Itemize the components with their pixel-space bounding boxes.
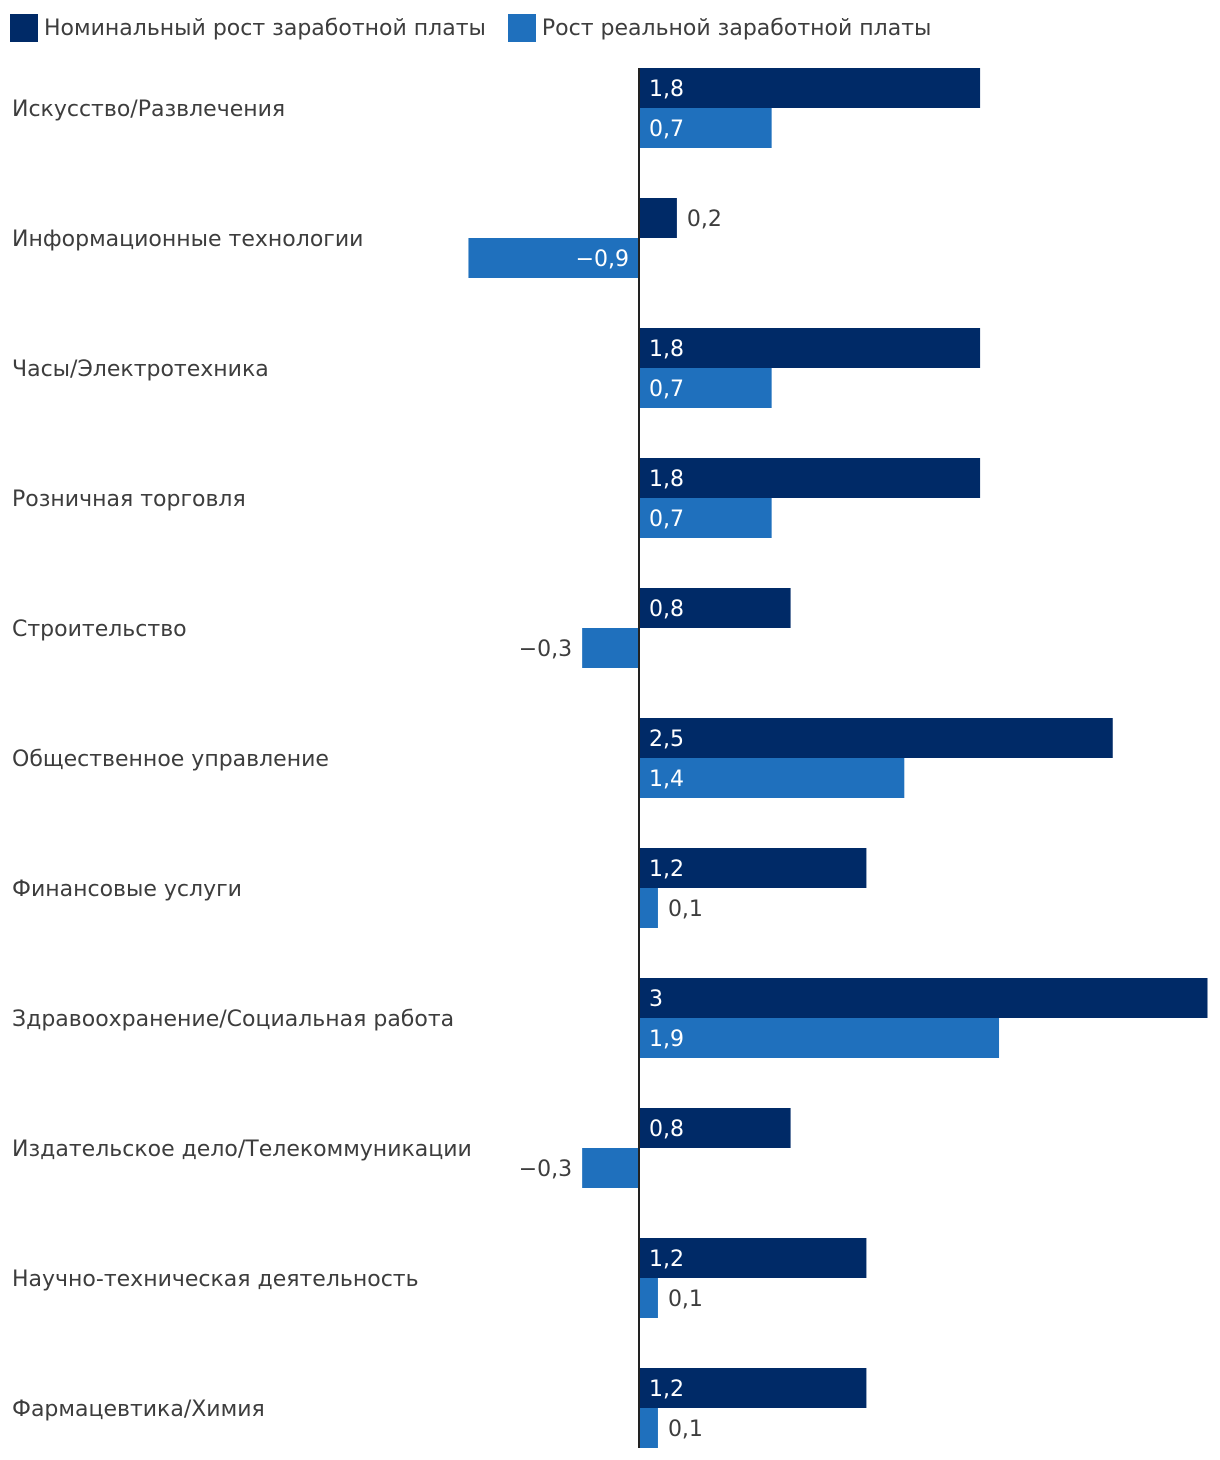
data-label: 1,4 (649, 767, 684, 792)
bar-nominal (639, 68, 981, 108)
data-label: 0,8 (649, 1117, 684, 1142)
bar-real (582, 1148, 639, 1188)
category-label: Научно-техническая деятельность (12, 1267, 419, 1292)
bar-real (639, 758, 905, 798)
bar-nominal (639, 458, 981, 498)
bar-nominal (639, 978, 1208, 1018)
bar-nominal (639, 848, 867, 888)
bar-real (639, 1018, 1000, 1058)
data-label: −0,3 (519, 637, 572, 662)
bar-real (639, 108, 772, 148)
data-label: 1,9 (649, 1027, 684, 1052)
category-label: Фармацевтика/Химия (12, 1397, 265, 1422)
bar-real (639, 368, 772, 408)
category-label: Общественное управление (12, 747, 329, 772)
bar-real (639, 1278, 658, 1318)
bar-real (468, 238, 639, 278)
data-label: −0,3 (519, 1157, 572, 1182)
data-label: 0,7 (649, 507, 684, 532)
bar-nominal (639, 1368, 867, 1408)
data-label: 2,5 (649, 727, 684, 752)
data-label: 3 (649, 987, 663, 1012)
data-label: 0,7 (649, 377, 684, 402)
legend-swatch-real (507, 14, 536, 42)
legend: Номинальный рост заработной платы Рост р… (10, 12, 953, 44)
category-label: Издательское дело/Телекоммуникации (12, 1137, 472, 1162)
category-label: Информационные технологии (12, 227, 363, 252)
bar-nominal (639, 718, 1113, 758)
legend-item-nominal: Номинальный рост заработной платы (10, 14, 486, 42)
category-label: Искусство/Развлечения (12, 97, 285, 122)
data-label: 1,8 (649, 467, 684, 492)
data-label: 0,8 (649, 597, 684, 622)
data-label: 1,8 (649, 77, 684, 102)
legend-label-real: Рост реальной заработной платы (541, 15, 932, 41)
data-label: 1,2 (649, 857, 684, 882)
bar-nominal (639, 1108, 791, 1148)
category-label: Розничная торговля (12, 487, 246, 512)
bar-real (639, 498, 772, 538)
data-label: 0,2 (687, 207, 722, 232)
bar-nominal (639, 1238, 867, 1278)
data-label: −0,9 (576, 247, 629, 272)
category-label: Здравоохранение/Социальная работа (12, 1007, 454, 1032)
legend-label-nominal: Номинальный рост заработной платы (44, 15, 486, 41)
category-label: Часы/Электротехника (12, 357, 269, 382)
bar-nominal (639, 588, 791, 628)
data-label: 0,1 (668, 1417, 703, 1442)
category-label: Строительство (12, 617, 187, 642)
bar-nominal (639, 198, 677, 238)
data-label: 1,8 (649, 337, 684, 362)
category-label: Финансовые услуги (12, 877, 242, 902)
data-label: 0,1 (668, 897, 703, 922)
bar-real (639, 1408, 658, 1448)
legend-swatch-nominal (10, 14, 38, 42)
data-label: 1,2 (649, 1377, 684, 1402)
legend-item-real: Рост реальной заработной платы (507, 14, 932, 42)
data-label: 0,1 (668, 1287, 703, 1312)
data-label: 1,2 (649, 1247, 684, 1272)
bar-real (639, 888, 658, 928)
bar-nominal (639, 328, 981, 368)
bar-real (582, 628, 639, 668)
data-label: 0,7 (649, 117, 684, 142)
